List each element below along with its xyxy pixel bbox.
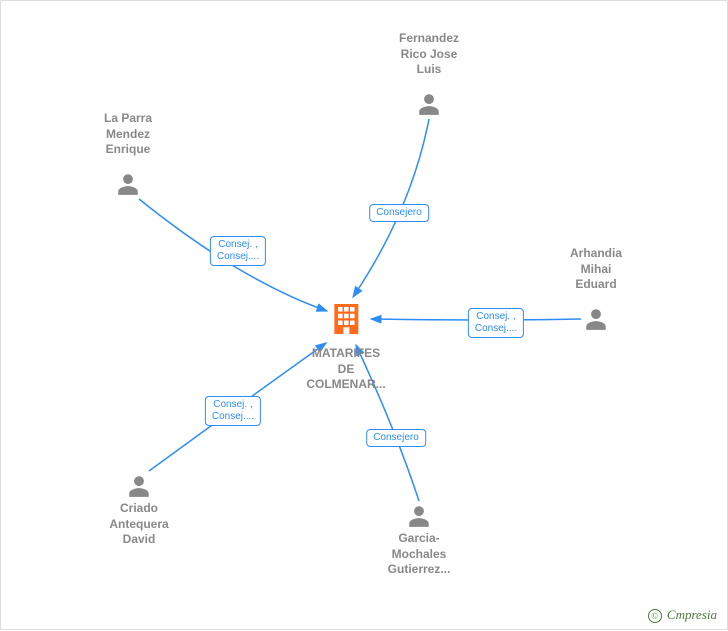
copyright-icon: © <box>648 609 662 623</box>
edge-label: Consej. , Consej.... <box>205 396 261 426</box>
person-icon <box>416 104 442 121</box>
watermark-prefix: C <box>667 607 676 622</box>
building-icon <box>328 324 364 341</box>
person-node[interactable]: Arhandia Mihai Eduard <box>570 246 622 293</box>
person-label: Criado Antequera David <box>109 501 168 548</box>
person-label: Garcia- Mochales Gutierrez... <box>388 531 451 578</box>
edge-label: Consej. , Consej.... <box>210 236 266 266</box>
watermark-text: mpresia <box>676 607 717 622</box>
person-node[interactable]: Criado Antequera David <box>109 501 168 548</box>
watermark: © Cmpresia <box>648 607 717 623</box>
edge-label: Consej. , Consej.... <box>468 308 524 338</box>
company-node[interactable]: MATARIFES DE COLMENAR... <box>306 301 385 393</box>
person-icon-wrap[interactable] <box>115 171 141 202</box>
edge-label: Consejero <box>369 204 429 222</box>
company-label: MATARIFES DE COLMENAR... <box>306 346 385 393</box>
person-icon-wrap[interactable] <box>416 91 442 122</box>
person-icon <box>583 319 609 336</box>
person-icon-wrap[interactable] <box>583 306 609 337</box>
person-label: Arhandia Mihai Eduard <box>570 246 622 293</box>
person-icon <box>115 184 141 201</box>
person-node[interactable]: La Parra Mendez Enrique <box>104 111 152 158</box>
person-label: Fernandez Rico Jose Luis <box>399 31 459 78</box>
edge-label: Consejero <box>366 429 426 447</box>
person-icon-wrap[interactable] <box>126 473 152 504</box>
person-node[interactable]: Garcia- Mochales Gutierrez... <box>388 531 451 578</box>
person-node[interactable]: Fernandez Rico Jose Luis <box>399 31 459 78</box>
person-icon-wrap[interactable] <box>406 503 432 534</box>
person-label: La Parra Mendez Enrique <box>104 111 152 158</box>
